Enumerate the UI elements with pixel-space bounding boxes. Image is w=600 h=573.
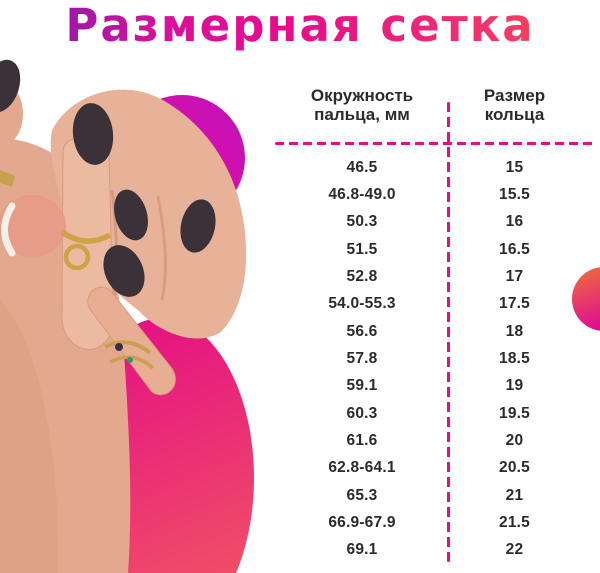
table-row: 65.3 21: [275, 482, 597, 509]
table-row: 50.3 16: [275, 209, 597, 236]
circumference-value: 46.5: [346, 158, 378, 176]
circumference-value: 52.8: [346, 268, 378, 286]
table-row: 52.8 17: [275, 263, 597, 290]
circumference-value: 46.8-49.0: [328, 186, 396, 204]
column-header-circumference: Окружность пальца, мм: [275, 86, 449, 124]
circumference-value: 51.5: [346, 240, 378, 258]
ring-size-value: 18: [505, 322, 524, 340]
ring-size-value: 21: [505, 486, 524, 504]
vertical-dashed-divider: [447, 102, 450, 562]
ring-size-value: 17.5: [499, 295, 530, 313]
gold-rings: [0, 170, 155, 370]
ring-size-value: 19.5: [499, 404, 530, 422]
circumference-value: 66.9-67.9: [328, 514, 396, 532]
circumference-value: 57.8: [346, 350, 378, 368]
table-row: 66.9-67.9 21.5: [275, 509, 597, 536]
circumference-value: 54.0-55.3: [328, 295, 396, 313]
table-row: 54.0-55.3 17.5: [275, 291, 597, 318]
ring-size-value: 21.5: [499, 514, 530, 532]
circumference-value: 69.1: [346, 541, 378, 559]
ring-size-value: 15: [505, 158, 524, 176]
column-header-line: Окружность: [310, 86, 414, 105]
page-title: Размерная сетка: [65, 0, 535, 52]
column-header-ring-size: Размер кольца: [449, 86, 580, 124]
table-row: 59.1 19: [275, 373, 597, 400]
ring-size-value: 20: [505, 432, 524, 450]
table-row: 46.8-49.0 15.5: [275, 181, 597, 208]
size-table-rows: 46.5 15 46.8-49.0 15.5 50.3 16 51.5 16.5 52.8 17 5…: [275, 154, 597, 564]
ring-size-value: 15.5: [499, 186, 530, 204]
table-row: 60.3 19.5: [275, 400, 597, 427]
ring-size-value: 16.5: [499, 240, 530, 258]
accent-circle-right: [572, 267, 600, 331]
table-row: 61.6 20: [275, 427, 597, 454]
page-title-wrap: Размерная сетка: [0, 0, 600, 52]
table-row: 57.8 18.5: [275, 345, 597, 372]
column-header-line: кольца: [484, 105, 545, 124]
ring-size-value: 16: [505, 213, 524, 231]
ring-size-value: 17: [505, 268, 524, 286]
ring-size-value: 22: [505, 541, 524, 559]
horizontal-dashed-divider: [275, 142, 597, 145]
table-row: 69.1 22: [275, 537, 597, 564]
circumference-value: 65.3: [346, 486, 378, 504]
circumference-value: 61.6: [346, 432, 378, 450]
hand-photo: [0, 59, 247, 573]
white-ring: [1, 202, 16, 257]
ring-size-value: 19: [505, 377, 524, 395]
nails: [0, 59, 216, 297]
circumference-value: 59.1: [346, 377, 378, 395]
column-header-line: Размер: [483, 86, 546, 105]
column-header-line: пальца, мм: [314, 105, 410, 124]
table-row: 56.6 18: [275, 318, 597, 345]
table-row: 51.5 16.5: [275, 236, 597, 263]
ring-size-value: 20.5: [499, 459, 530, 477]
circumference-value: 60.3: [346, 404, 378, 422]
ring-size-value: 18.5: [499, 350, 530, 368]
table-row: 62.8-64.1 20.5: [275, 455, 597, 482]
circumference-value: 62.8-64.1: [328, 459, 396, 477]
circumference-value: 50.3: [346, 213, 378, 231]
circumference-value: 56.6: [346, 322, 378, 340]
table-row: 46.5 15: [275, 154, 597, 181]
